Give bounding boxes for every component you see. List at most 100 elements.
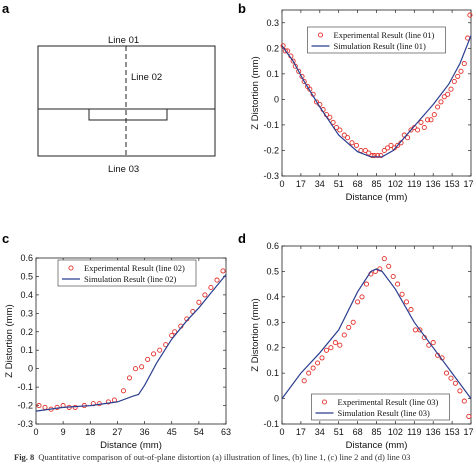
experimental-data-point [363,281,370,287]
x-tick-label: 136 [426,179,441,189]
x-tick-label: 119 [407,179,421,189]
experimental-data-point [390,273,396,280]
x-tick-label: 36 [140,427,150,437]
experimental-data-point [430,340,436,346]
experimental-data-point [467,12,473,18]
experimental-data-point [139,364,145,370]
experimental-data-point [332,340,338,346]
experimental-data-point [151,351,157,357]
y-tick-label: 0.3 [266,317,279,327]
experimental-data-point [375,153,381,159]
experimental-data-point [328,345,334,351]
experimental-data-point [132,366,139,372]
experimental-data-point [202,292,208,298]
experimental-data-point [417,327,423,333]
x-tick-label: 85 [371,179,381,189]
y-axis-label: Z Distortion (mm) [250,298,261,371]
line-03-label: Line 03 [108,164,139,175]
legend-entry: Experimental Result (line 03) [338,397,439,407]
experimental-data-point [458,68,464,74]
chart-b: b 0 17 34 51 68 85 102 119 136 153170 -0.3 -0.2 -0.1 0… [238,1,474,203]
figure: a Line 01 Line 02 Line 03 b 0 17 34 51 68 85 10… [2,1,474,451]
experimental-data-point [455,73,461,79]
x-axis-label: Distance (mm) [346,192,408,203]
experimental-data-point [466,413,472,419]
experimental-data-point [399,291,405,297]
weld-region [88,108,168,121]
legend-box [307,26,446,54]
panel-label-d: d [238,231,246,246]
y-tick-label: -0.2 [17,401,33,411]
experimental-data-point [72,404,78,410]
experimental-data-point [381,256,387,262]
y-axis-label: Z Distortion (mm) [250,56,261,129]
x-tick-label: 102 [388,427,403,437]
experimental-data-point [443,370,450,376]
experimental-data-point [42,404,48,410]
x-tick-label: 153 [445,179,460,189]
experimental-data-point [111,397,117,403]
experimental-data-point [196,299,202,305]
caption-text: Quantitative comparison of out-of-plane … [38,452,411,462]
x-tick-label: 0 [279,179,284,189]
experimental-data-point [327,114,333,120]
x-axis-label: Distance (mm) [346,440,408,451]
experimental-data-point [90,401,96,407]
legend-entry: Simulation Result (line 02) [84,274,176,284]
y-tick-label: -0.3 [17,419,33,429]
y-tick-label: 0.2 [266,343,279,353]
experimental-data-point [337,342,343,348]
simulation-series-line [35,274,227,412]
simulation-series-line [281,35,472,158]
experimental-data-point [323,347,330,353]
experimental-data-point [315,360,321,366]
line-01-label: Line 01 [108,35,139,46]
x-tick-label: 119 [407,427,421,437]
experimental-data-point [448,86,454,92]
y-tick-label: 0.4 [20,290,33,300]
line-02-label: Line 02 [131,72,162,83]
experimental-data-point [355,299,361,305]
x-tick-label: 34 [315,179,325,189]
experimental-data-point [282,48,288,54]
experimental-data-point [405,135,411,141]
y-tick-label: 0 [274,394,279,404]
legend: Experimental Result (line 01)Simulation … [307,26,446,54]
experimental-data-point [341,332,347,338]
experimental-data-point [421,124,427,131]
experimental-data-point [346,324,352,330]
experimental-data-point [301,78,307,85]
y-tick-label: 0.5 [266,266,279,276]
plot-frame [35,257,227,425]
x-tick-label: 63 [221,427,231,437]
experimental-data-point [415,127,421,133]
x-tick-label: 51 [334,427,344,437]
x-tick-label: 34 [315,427,325,437]
experimental-data-point [296,68,302,74]
experimental-data-point [172,329,178,335]
x-tick-label: 170 [463,427,474,437]
experimental-data-point [313,99,320,105]
x-tick-label: 54 [194,427,204,437]
y-tick-label: 0.6 [266,241,279,251]
experimental-data-point [290,58,296,64]
experimental-data-point [345,135,351,141]
y-tick-label: -0.2 [263,145,279,155]
x-tick-label: 17 [296,179,306,189]
x-tick-label: 27 [112,427,122,437]
chart-d: d01734516885102119136153170-0.100.10.20.… [238,231,474,451]
experimental-data-point [385,145,391,151]
experimental-data-point [386,263,392,269]
y-tick-label: 0.1 [266,368,279,378]
experimental-data-point [428,117,434,123]
panel-label-a: a [2,1,10,16]
x-tick-label: 18 [85,427,95,437]
y-tick-label: 0.2 [20,327,33,337]
experimental-data-point [412,327,418,333]
experimental-data-point [369,153,375,159]
x-tick-label: 68 [353,179,363,189]
caption-label: Fig. 8 [14,452,35,462]
x-tick-label: 17 [296,427,306,437]
experimental-data-point [445,91,451,97]
simulation-series-line [281,268,472,399]
